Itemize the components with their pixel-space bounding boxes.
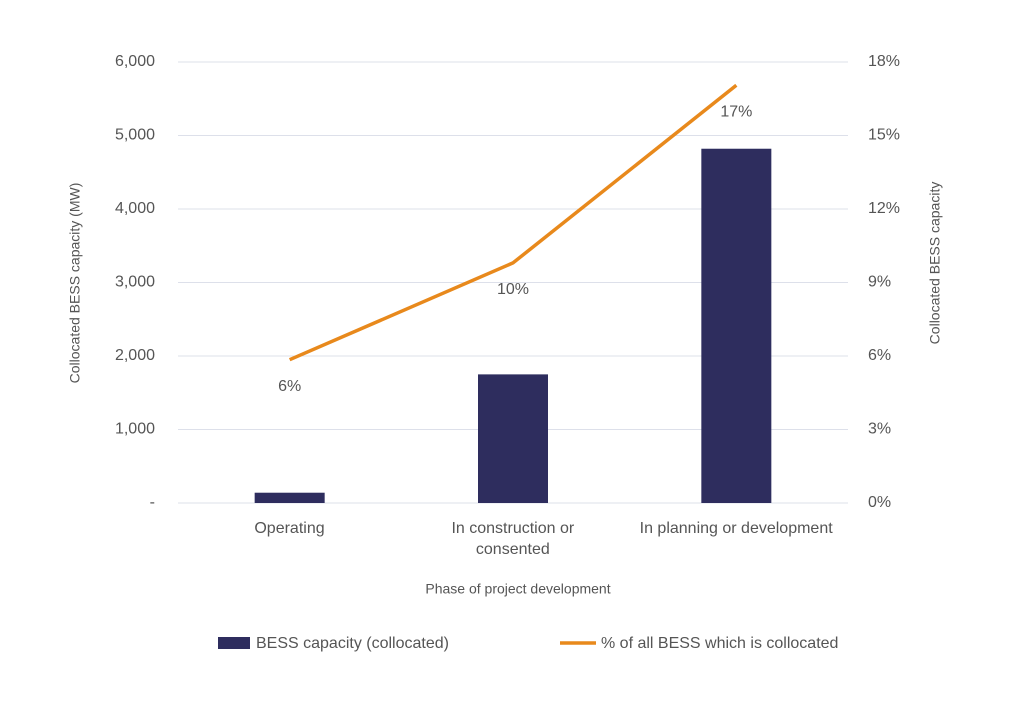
y2-axis-title: Collocated BESS capacity xyxy=(927,182,943,345)
x-axis-title: Phase of project development xyxy=(425,581,610,597)
bar xyxy=(254,492,325,503)
legend-swatch xyxy=(218,637,250,649)
y-axis-title: Collocated BESS capacity (MW) xyxy=(67,183,83,384)
y-tick-label: 1,000 xyxy=(115,421,155,438)
legend-label: % of all BESS which is collocated xyxy=(601,635,838,652)
data-label: 6% xyxy=(278,378,301,395)
bar xyxy=(478,374,548,503)
y2-tick-label: 18% xyxy=(868,53,900,70)
x-tick-label: Operating xyxy=(254,520,325,537)
y2-tick-label: 6% xyxy=(868,347,891,364)
y-tick-label: 5,000 xyxy=(115,127,155,144)
x-tick-label: In planning or development xyxy=(639,520,833,537)
y2-tick-label: 12% xyxy=(868,200,900,217)
y2-tick-label: 15% xyxy=(868,127,900,144)
y2-tick-label: 9% xyxy=(868,274,891,291)
bar xyxy=(701,148,772,504)
y2-tick-label: 3% xyxy=(868,421,891,438)
legend-label: BESS capacity (collocated) xyxy=(256,635,449,652)
x-tick-label: In construction or consented xyxy=(451,520,575,558)
y-tick-label: 3,000 xyxy=(115,274,155,291)
y-tick-label: 6,000 xyxy=(115,53,155,70)
y-tick-label: - xyxy=(150,494,155,511)
data-label: 10% xyxy=(497,281,529,298)
y2-tick-label: 0% xyxy=(868,494,891,511)
line xyxy=(288,83,738,362)
data-label: 17% xyxy=(720,103,752,120)
y-tick-label: 2,000 xyxy=(115,347,155,364)
y-tick-label: 4,000 xyxy=(115,200,155,217)
